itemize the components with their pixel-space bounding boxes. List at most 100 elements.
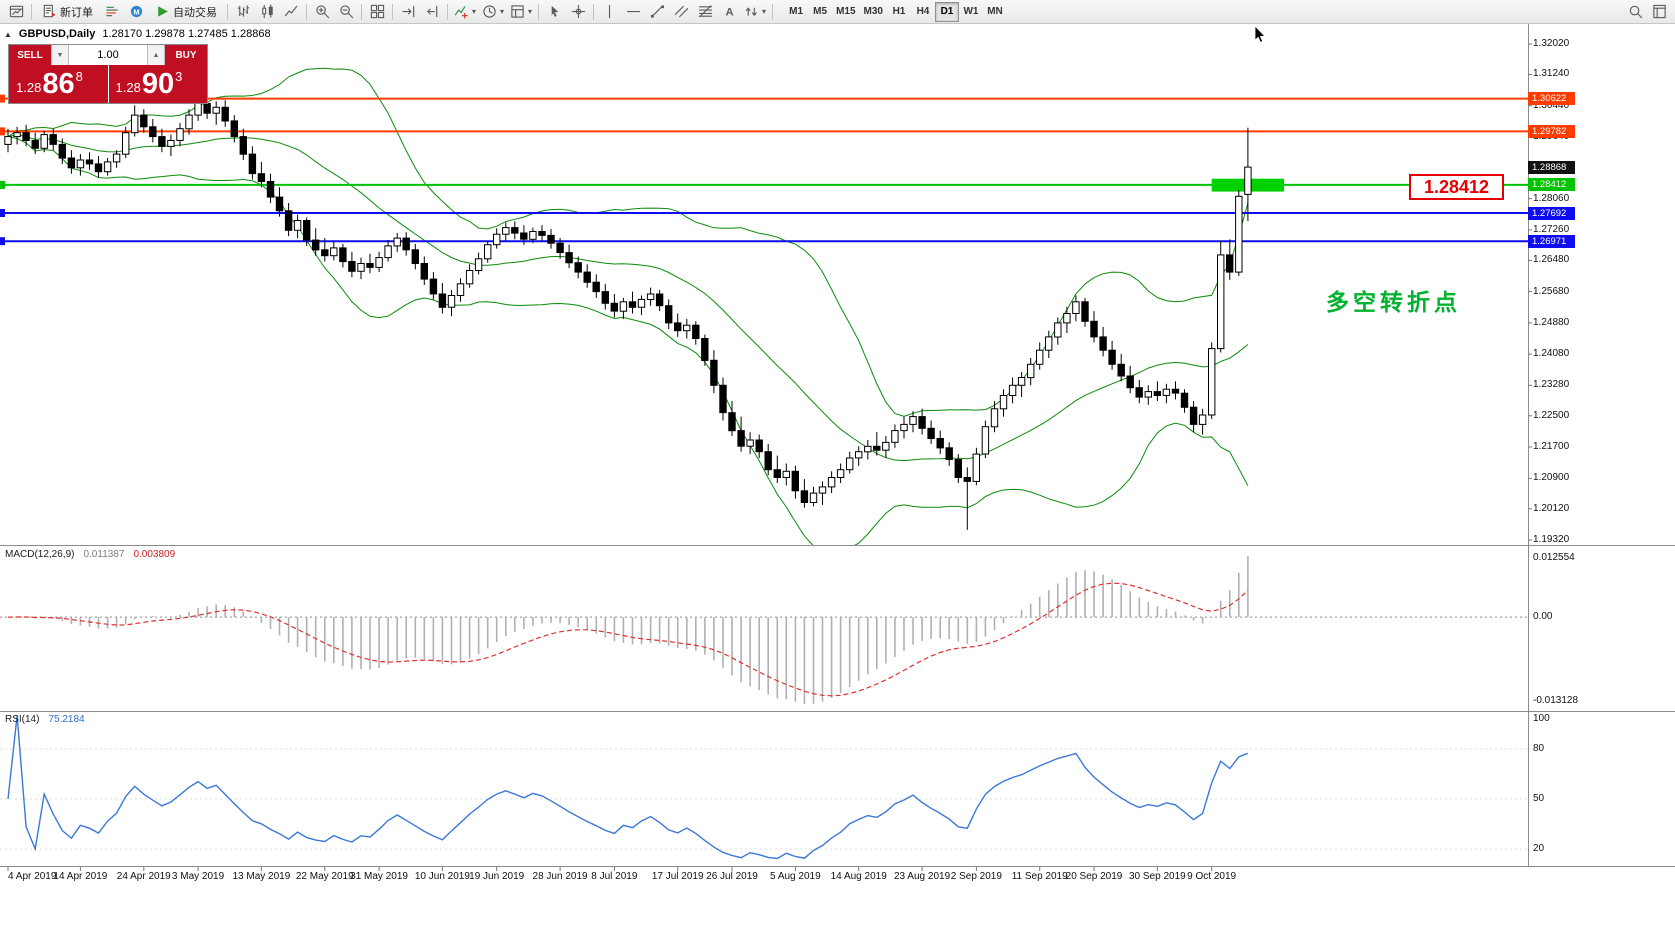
crosshair-button[interactable] <box>566 1 590 23</box>
ohlc-values: 1.28170 1.29878 1.27485 1.28868 <box>102 28 271 40</box>
date-axis-label: 8 Jul 2019 <box>591 871 638 882</box>
arrows-button[interactable]: ▾ <box>741 1 769 23</box>
timeframe-m1-button[interactable]: M1 <box>784 2 808 22</box>
date-axis-label: 22 May 2019 <box>295 871 354 882</box>
zoom-out-button[interactable] <box>334 1 358 23</box>
price-axis-label: 1.31240 <box>1533 68 1570 80</box>
svg-text:A: A <box>725 6 733 18</box>
date-axis-label: 24 Apr 2019 <box>116 871 171 882</box>
timeframe-d1-button[interactable]: D1 <box>934 1 959 22</box>
timeframe-h1-button[interactable]: H1 <box>887 2 911 22</box>
vertical-line-button[interactable] <box>597 1 621 23</box>
fibonacci-button[interactable] <box>693 1 717 23</box>
date-axis-label: 13 May 2019 <box>232 871 291 882</box>
data-window-icon <box>1652 4 1667 19</box>
caret-down-icon: ▾ <box>762 7 767 16</box>
price-line-tag: 1.27692 <box>1528 206 1575 220</box>
macd-main-value: 0.011387 <box>83 549 125 560</box>
price-axis-label: 1.22500 <box>1533 409 1570 421</box>
macd-axis-min: -0.013128 <box>1533 695 1579 706</box>
price-axis-label: 1.27260 <box>1533 223 1570 235</box>
annotation-text[interactable]: 多空转折点 <box>1326 289 1461 315</box>
candlestick-icon <box>260 4 275 19</box>
horizontal-line-button[interactable] <box>621 1 645 23</box>
new-order-button[interactable]: 新订单 <box>35 1 100 23</box>
price-axis-label: 1.28060 <box>1533 192 1570 204</box>
price-axis-label: 1.20900 <box>1533 472 1570 484</box>
collapse-arrow-icon[interactable]: ▲ <box>4 29 12 39</box>
crosshair-icon <box>571 4 586 19</box>
tile-windows-icon <box>370 4 385 19</box>
timeframe-mn-button[interactable]: MN <box>983 2 1007 22</box>
volume-decrease-button[interactable]: ▼ <box>51 45 69 65</box>
date-axis-label: 5 Aug 2019 <box>770 871 821 882</box>
volume-input[interactable]: 1.00 <box>69 45 147 65</box>
toolbar-separator <box>306 3 307 20</box>
price-line-tag: 1.28412 <box>1528 178 1575 192</box>
rsi-axis-label: 20 <box>1533 843 1545 854</box>
toolbar-separator <box>772 3 774 20</box>
templates-button[interactable]: ▾ <box>507 1 535 23</box>
one-click-trading-panel: SELL ▼ 1.00 ▲ BUY 1.28 86 8 1.28 90 3 <box>8 44 208 104</box>
line-chart-button[interactable] <box>279 1 303 23</box>
macd-axis-zero: 0.00 <box>1533 611 1553 623</box>
trendline-button[interactable] <box>645 1 669 23</box>
trade-panel-price-row: 1.28 86 8 1.28 90 3 <box>9 65 207 103</box>
channel-button[interactable] <box>669 1 693 23</box>
indicators-button[interactable]: ▾ <box>451 1 479 23</box>
timeframe-w1-button[interactable]: W1 <box>959 2 983 22</box>
date-axis-label: 31 May 2019 <box>350 871 408 882</box>
market-depth-icon <box>105 4 120 19</box>
autotrading-label: 自动交易 <box>173 6 217 19</box>
price-axis-label: 1.25680 <box>1533 285 1570 297</box>
tile-windows-button[interactable] <box>365 1 389 23</box>
timeframe-h4-button[interactable]: H4 <box>911 2 935 22</box>
auto-scroll-icon <box>401 4 416 19</box>
text-button[interactable]: A <box>717 1 741 23</box>
zoom-in-button[interactable] <box>310 1 334 23</box>
macd-axis-max: 0.012554 <box>1533 552 1575 563</box>
mql-community-button[interactable]: M <box>124 1 148 23</box>
autotrading-button[interactable]: 自动交易 <box>148 1 224 23</box>
new-chart-button[interactable] <box>4 1 28 23</box>
candlestick-button[interactable] <box>255 1 279 23</box>
sell-price-button[interactable]: 1.28 86 8 <box>9 65 108 103</box>
price-axis-label: 1.20120 <box>1533 502 1570 514</box>
data-window-button[interactable] <box>1647 1 1671 23</box>
mql-community-icon: M <box>129 4 144 19</box>
date-axis-label: 17 Jul 2019 <box>651 871 704 882</box>
date-axis-label: 20 Sep 2019 <box>1065 871 1123 882</box>
date-axis-label: 23 Aug 2019 <box>893 871 951 882</box>
new-order-label: 新订单 <box>60 6 93 19</box>
auto-scroll-button[interactable] <box>396 1 420 23</box>
price-axis-label: 1.24880 <box>1533 316 1570 328</box>
price-label-box[interactable]: 1.28412 <box>1409 174 1504 200</box>
arrows-icon <box>744 4 759 19</box>
periods-icon <box>482 4 497 19</box>
date-axis-label: 10 Jun 2019 <box>414 871 470 882</box>
timeframe-m30-button[interactable]: M30 <box>860 2 887 22</box>
price-axis-label: 1.19320 <box>1533 533 1570 545</box>
date-axis-label: 14 Apr 2019 <box>53 871 108 882</box>
caret-down-icon: ▾ <box>500 7 505 16</box>
timeframe-m15-button[interactable]: M15 <box>832 2 859 22</box>
cursor-button[interactable] <box>542 1 566 23</box>
sell-button[interactable]: SELL <box>9 45 51 65</box>
market-depth-button[interactable] <box>100 1 124 23</box>
rsi-axis-label: 50 <box>1533 793 1545 804</box>
periods-button[interactable]: ▾ <box>479 1 507 23</box>
toolbar-right-group <box>1623 1 1671 23</box>
sell-price-big: 86 <box>42 68 75 101</box>
price-line-tag: 1.26971 <box>1528 234 1575 248</box>
buy-price-button[interactable]: 1.28 90 3 <box>108 65 207 103</box>
bar-chart-button[interactable] <box>231 1 255 23</box>
price-line-tag: 1.30622 <box>1528 92 1575 106</box>
timeframe-m5-button[interactable]: M5 <box>808 2 832 22</box>
volume-increase-button[interactable]: ▲ <box>147 45 165 65</box>
date-axis-label: 28 Jun 2019 <box>532 871 588 882</box>
buy-button[interactable]: BUY <box>165 45 207 65</box>
search-button[interactable] <box>1623 1 1647 23</box>
current-price-tag: 1.28868 <box>1528 160 1575 174</box>
chart-shift-button[interactable] <box>420 1 444 23</box>
